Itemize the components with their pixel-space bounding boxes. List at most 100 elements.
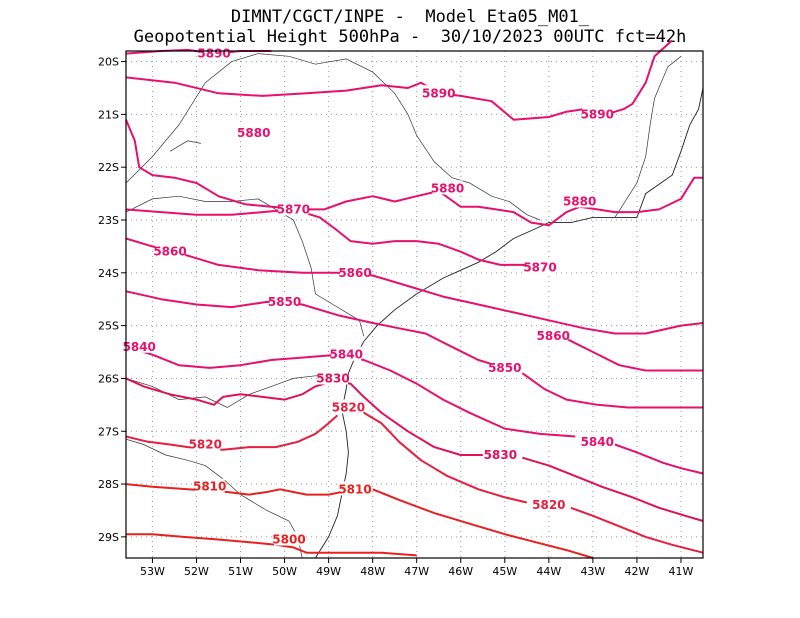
x-tick-label: 52W	[184, 565, 209, 578]
x-tick-label: 51W	[228, 565, 253, 578]
x-tick-label: 44W	[536, 565, 561, 578]
contour-label: 5850	[268, 295, 301, 309]
contour-line	[522, 456, 704, 522]
contour-label-bg	[124, 338, 155, 353]
contour-label: 5830	[484, 448, 517, 462]
contour-label-bg	[273, 531, 304, 546]
x-axis: 53W 52W 51W 50W 49W 48W 47W 46W 45W 44W 43W 42W 41W	[140, 558, 694, 578]
contour-label: 5850	[488, 361, 521, 375]
contour-label-bg	[489, 359, 520, 374]
contour-labels: 5890 5890 5890 5880 5880 5880 5870 5870 5860 5860…	[123, 45, 614, 547]
contour-label: 5820	[332, 400, 365, 414]
x-tick-label: 50W	[272, 565, 297, 578]
contour-label-bg	[423, 85, 454, 100]
contour-line	[125, 290, 506, 369]
contour-label: 5810	[338, 482, 371, 496]
contour-label-bg	[485, 447, 516, 462]
contour-line	[125, 237, 704, 335]
y-tick-label: 25S	[98, 320, 119, 333]
contour-label-bg	[331, 346, 362, 361]
contour-line	[125, 483, 342, 496]
contour-label: 5840	[330, 348, 363, 362]
contour-label-bg	[278, 201, 309, 216]
contour-label-bg	[333, 399, 364, 414]
contour-label: 5880	[563, 195, 596, 209]
contour-line	[125, 377, 483, 456]
contour-label: 5860	[153, 245, 186, 259]
contour-line	[125, 119, 703, 227]
contour-line	[126, 533, 417, 557]
plot-frame	[125, 50, 704, 559]
contour-line	[605, 39, 673, 116]
y-tick-label: 27S	[98, 425, 119, 438]
contour-label: 5840	[581, 435, 614, 449]
contour-label-bg	[582, 433, 613, 448]
contour-label-bg	[155, 243, 186, 258]
coastline	[315, 87, 704, 559]
contour-label: 5890	[197, 47, 230, 61]
x-tick-label: 49W	[316, 565, 341, 578]
x-tick-label: 41W	[669, 565, 694, 578]
y-tick-label: 28S	[98, 478, 119, 491]
contour-line	[521, 372, 703, 409]
contour-line	[372, 488, 594, 559]
contour-label: 5870	[277, 202, 310, 216]
contour-label-bg	[538, 328, 569, 343]
x-tick-label: 48W	[360, 565, 385, 578]
x-tick-label: 45W	[492, 565, 517, 578]
title-line-1: DIMNT/CGCT/INPE - Model Eta05_M01_	[230, 7, 590, 27]
contour-label: 5880	[237, 126, 270, 140]
contour-label-bg	[190, 436, 221, 451]
state-border	[614, 56, 682, 218]
y-tick-label: 21S	[98, 108, 119, 121]
contour-label-bg	[199, 45, 230, 60]
contour-label-bg	[269, 293, 300, 308]
y-axis: 20S 21S 22S 23S 24S 25S 26S 27S 28S 29S	[98, 56, 126, 544]
title-line-2: Geopotential Height 500hPa - 30/10/2023 …	[133, 27, 687, 47]
x-tick-label: 47W	[404, 565, 429, 578]
contour-label-bg	[318, 370, 349, 385]
y-tick-label: 24S	[98, 267, 119, 280]
contour-label: 5890	[422, 86, 455, 100]
y-tick-label: 22S	[98, 161, 119, 174]
y-tick-label: 20S	[98, 56, 119, 69]
state-border	[169, 140, 201, 152]
contour-line	[570, 506, 704, 554]
contour-label-bg	[340, 481, 371, 496]
contour-label-bg	[194, 478, 225, 493]
contour-label-bg	[340, 264, 371, 279]
contour-label: 5860	[338, 266, 371, 280]
contour-label-bg	[432, 180, 463, 195]
contour-label-bg	[582, 106, 613, 121]
x-tick-label: 42W	[624, 565, 649, 578]
contour-label: 5820	[532, 498, 565, 512]
contour-line	[566, 337, 703, 372]
contour-label: 5830	[316, 371, 349, 385]
contour-label: 5800	[272, 533, 305, 547]
contour-label: 5860	[537, 329, 570, 343]
y-tick-label: 26S	[98, 372, 119, 385]
state-border	[125, 195, 365, 337]
y-tick-label: 29S	[98, 531, 119, 544]
y-tick-label: 23S	[98, 214, 119, 227]
contour-line	[125, 208, 541, 269]
x-tick-label: 53W	[140, 565, 165, 578]
x-tick-label: 43W	[580, 565, 605, 578]
contour-label: 5810	[193, 480, 226, 494]
contour-line	[614, 443, 704, 475]
x-tick-label: 46W	[448, 565, 473, 578]
contour-label-bg	[525, 259, 556, 274]
contour-label: 5880	[431, 181, 464, 195]
contour-label: 5840	[123, 340, 156, 354]
contour-label: 5890	[581, 107, 614, 121]
contour-label-bg	[533, 497, 564, 512]
contour-label: 5870	[523, 261, 556, 275]
state-border	[125, 53, 541, 221]
contour-label-bg	[564, 193, 595, 208]
contour-label-bg	[238, 124, 269, 139]
contour-line	[125, 76, 598, 121]
contour-label: 5820	[189, 437, 222, 451]
contour-line	[358, 409, 528, 504]
contour-line	[125, 414, 339, 451]
